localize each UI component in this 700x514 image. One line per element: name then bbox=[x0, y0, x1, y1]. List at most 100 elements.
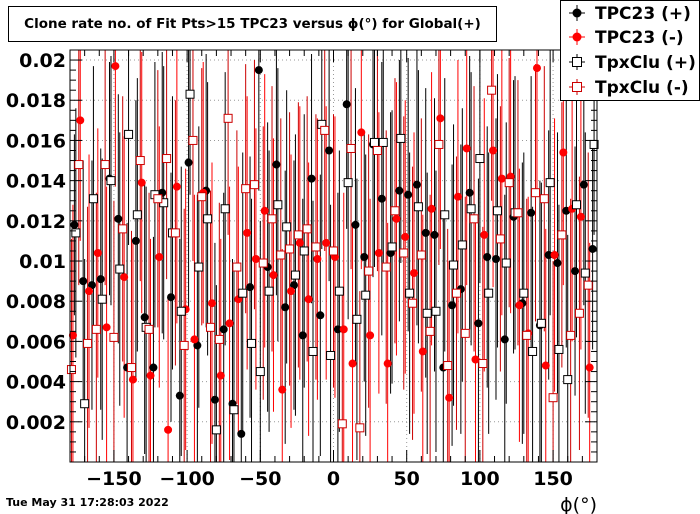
data-point bbox=[109, 332, 119, 342]
data-point bbox=[395, 186, 404, 195]
data-point bbox=[120, 273, 129, 282]
data-point bbox=[223, 113, 233, 123]
data-point bbox=[85, 287, 94, 296]
data-point bbox=[96, 275, 105, 284]
data-point bbox=[329, 246, 338, 256]
data-point bbox=[255, 367, 265, 377]
data-point bbox=[100, 160, 110, 170]
data-point bbox=[68, 331, 77, 340]
data-point bbox=[71, 228, 81, 238]
chart-title: Clone rate no. of Fit Pts>15 TPC23 versu… bbox=[24, 16, 481, 32]
data-point bbox=[466, 204, 476, 214]
data-point bbox=[519, 288, 529, 298]
data-point bbox=[422, 308, 432, 318]
data-point bbox=[132, 210, 142, 220]
data-point bbox=[413, 202, 423, 212]
data-point bbox=[176, 306, 186, 316]
data-point bbox=[522, 330, 532, 340]
data-point bbox=[307, 174, 316, 183]
data-point bbox=[548, 393, 558, 403]
legend-item-tpxclu-plus: TpxClu (+) bbox=[561, 51, 699, 75]
filled-circle-marker-icon bbox=[569, 29, 585, 45]
data-point bbox=[418, 347, 427, 356]
data-point bbox=[377, 194, 386, 203]
data-point bbox=[491, 255, 500, 264]
data-point bbox=[269, 271, 278, 280]
data-point bbox=[131, 236, 140, 245]
data-point bbox=[337, 419, 347, 429]
x-tick-label: 50 bbox=[393, 468, 419, 490]
data-point bbox=[326, 350, 336, 360]
data-point bbox=[374, 248, 383, 257]
data-point bbox=[343, 178, 353, 188]
data-point bbox=[484, 288, 494, 298]
y-tick-label: 0.014 bbox=[6, 171, 66, 193]
data-point bbox=[474, 319, 483, 328]
legend-item-tpxclu-minus: TpxClu (-) bbox=[561, 76, 699, 100]
data-point bbox=[443, 361, 453, 371]
data-point bbox=[579, 180, 588, 189]
data-point bbox=[308, 346, 318, 356]
data-point bbox=[115, 264, 125, 274]
data-point bbox=[430, 230, 439, 239]
data-point bbox=[339, 325, 348, 334]
data-point bbox=[539, 194, 549, 204]
data-point bbox=[448, 301, 457, 310]
data-point bbox=[83, 338, 93, 348]
data-point bbox=[399, 248, 409, 258]
data-point bbox=[281, 303, 290, 312]
data-point bbox=[489, 146, 498, 155]
data-point bbox=[572, 200, 582, 210]
data-point bbox=[421, 228, 430, 237]
data-point bbox=[346, 143, 356, 153]
data-point bbox=[475, 154, 485, 164]
data-point bbox=[355, 423, 365, 433]
data-point bbox=[469, 214, 479, 224]
data-point bbox=[445, 393, 454, 402]
data-point bbox=[76, 116, 85, 125]
data-point bbox=[167, 293, 176, 302]
data-point bbox=[431, 306, 441, 316]
data-point bbox=[322, 238, 331, 247]
data-point bbox=[278, 385, 287, 394]
data-point bbox=[299, 246, 309, 256]
data-point bbox=[220, 204, 230, 214]
data-point bbox=[214, 334, 224, 344]
data-point bbox=[282, 222, 292, 232]
x-tick-label: 100 bbox=[460, 468, 500, 490]
data-point bbox=[272, 160, 281, 169]
x-tick-label: 150 bbox=[533, 468, 573, 490]
data-point bbox=[93, 248, 102, 257]
data-point bbox=[193, 341, 202, 350]
data-point bbox=[70, 220, 79, 229]
data-point bbox=[162, 154, 172, 164]
data-point bbox=[144, 324, 154, 334]
data-point bbox=[527, 208, 536, 217]
data-point bbox=[276, 250, 286, 260]
data-point bbox=[264, 286, 274, 296]
data-point bbox=[316, 311, 325, 320]
data-point bbox=[194, 262, 204, 272]
data-point bbox=[219, 325, 228, 334]
data-point bbox=[164, 425, 173, 434]
data-point bbox=[206, 322, 216, 332]
legend-label: TpxClu (+) bbox=[595, 53, 696, 73]
y-tick-label: 0.018 bbox=[6, 90, 66, 112]
data-point bbox=[333, 325, 342, 334]
y-tick-label: 0.012 bbox=[6, 211, 66, 233]
data-point bbox=[434, 139, 444, 149]
data-point bbox=[135, 156, 145, 166]
open-square-marker-icon bbox=[569, 54, 585, 70]
y-tick-label: 0.008 bbox=[6, 291, 66, 313]
y-tick-label: 0.006 bbox=[6, 331, 66, 353]
data-point bbox=[251, 255, 260, 264]
data-point bbox=[91, 324, 101, 334]
data-point bbox=[500, 335, 509, 344]
data-point bbox=[583, 280, 593, 290]
data-point bbox=[449, 260, 459, 270]
data-point bbox=[232, 262, 242, 272]
data-point bbox=[364, 266, 374, 276]
data-point bbox=[114, 214, 123, 223]
data-point bbox=[553, 259, 562, 268]
